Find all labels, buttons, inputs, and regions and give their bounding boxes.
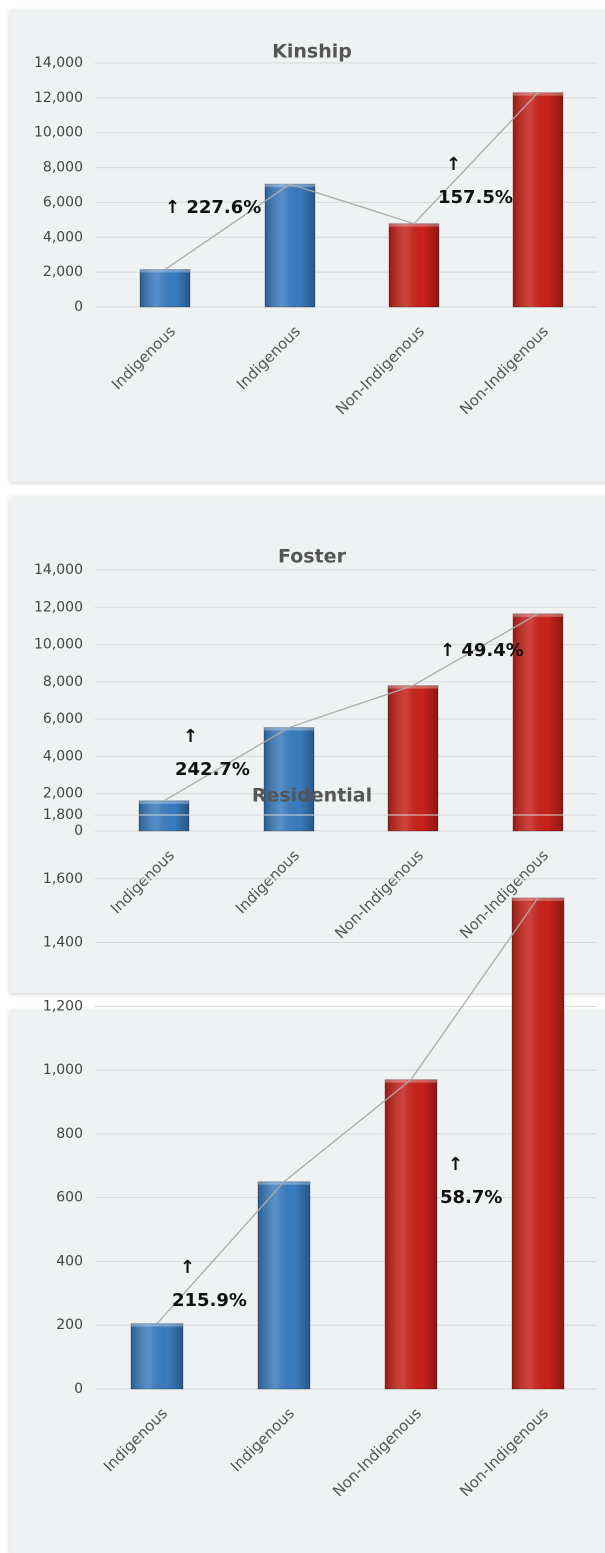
y-tick-label: 6,000 [43, 711, 83, 727]
bar-shine [385, 1079, 437, 1389]
bar-top [265, 184, 315, 188]
y-tick-label: 8,000 [43, 674, 83, 690]
bar-shine [513, 92, 563, 307]
y-tick-label: 400 [56, 1253, 83, 1269]
y-tick-label: 2,000 [43, 264, 83, 280]
y-tick-label: 6,000 [43, 194, 83, 210]
y-tick-label: 600 [56, 1190, 83, 1206]
trend-line [156, 897, 539, 1325]
y-tick-label: 1,800 [43, 807, 83, 823]
y-tick-label: 1,400 [43, 935, 83, 951]
y-tick-label: 2,000 [43, 786, 83, 802]
bar-top [513, 613, 563, 617]
y-tick-label: 800 [56, 1126, 83, 1142]
y-tick-label: 1,600 [43, 871, 83, 887]
bar-top [385, 1079, 437, 1083]
y-tick-label: 12,000 [34, 90, 83, 106]
bar-shine [131, 1323, 183, 1389]
bar-top [388, 685, 438, 689]
y-tick-label: 8,000 [43, 160, 83, 176]
bar-shine [264, 727, 314, 831]
y-tick-label: 4,000 [43, 748, 83, 764]
bar-top [389, 223, 439, 227]
chart-title: Foster [278, 546, 347, 568]
chart-title: Residential [252, 785, 372, 807]
bar-shine [389, 223, 439, 307]
bar-top [513, 92, 563, 96]
y-tick-label: 0 [74, 299, 83, 315]
chart-title: Kinship [272, 41, 352, 63]
bar-top [140, 269, 190, 273]
trend-line [164, 92, 539, 271]
bar-top [131, 1323, 183, 1327]
bar-shine [513, 613, 563, 831]
y-tick-label: 200 [56, 1317, 83, 1333]
y-tick-label: 14,000 [34, 55, 83, 71]
y-tick-label: 0 [74, 1381, 83, 1397]
annotation: ↑ 227.6% [165, 197, 261, 218]
annotation: ↑ [448, 1154, 463, 1175]
annotation: ↑ 49.4% [440, 640, 524, 661]
annotation: ↑ [180, 1257, 195, 1278]
bar-shine [140, 269, 190, 307]
annotation: 215.9% [172, 1290, 247, 1311]
annotation: 242.7% [175, 759, 250, 780]
y-tick-label: 10,000 [34, 125, 83, 141]
y-tick-label: 12,000 [34, 599, 83, 615]
y-tick-label: 0 [74, 823, 83, 839]
bar-shine [139, 800, 189, 831]
bar-top [512, 897, 564, 901]
bar-top [258, 1181, 310, 1185]
y-tick-label: 14,000 [34, 562, 83, 578]
annotation: 58.7% [440, 1187, 502, 1208]
y-tick-label: 4,000 [43, 229, 83, 245]
y-tick-label: 1,000 [43, 1062, 83, 1078]
y-tick-label: 10,000 [34, 637, 83, 653]
bar-shine [512, 897, 564, 1389]
bar-top [139, 800, 189, 804]
y-tick-label: 1,200 [43, 998, 83, 1014]
annotation: ↑ [446, 154, 461, 175]
bar-shine [388, 685, 438, 831]
bar-shine [265, 184, 315, 307]
annotation: 157.5% [438, 187, 513, 208]
trend-line [163, 613, 539, 802]
bar-shine [258, 1181, 310, 1389]
annotation: ↑ [183, 726, 198, 747]
bar-top [264, 727, 314, 731]
